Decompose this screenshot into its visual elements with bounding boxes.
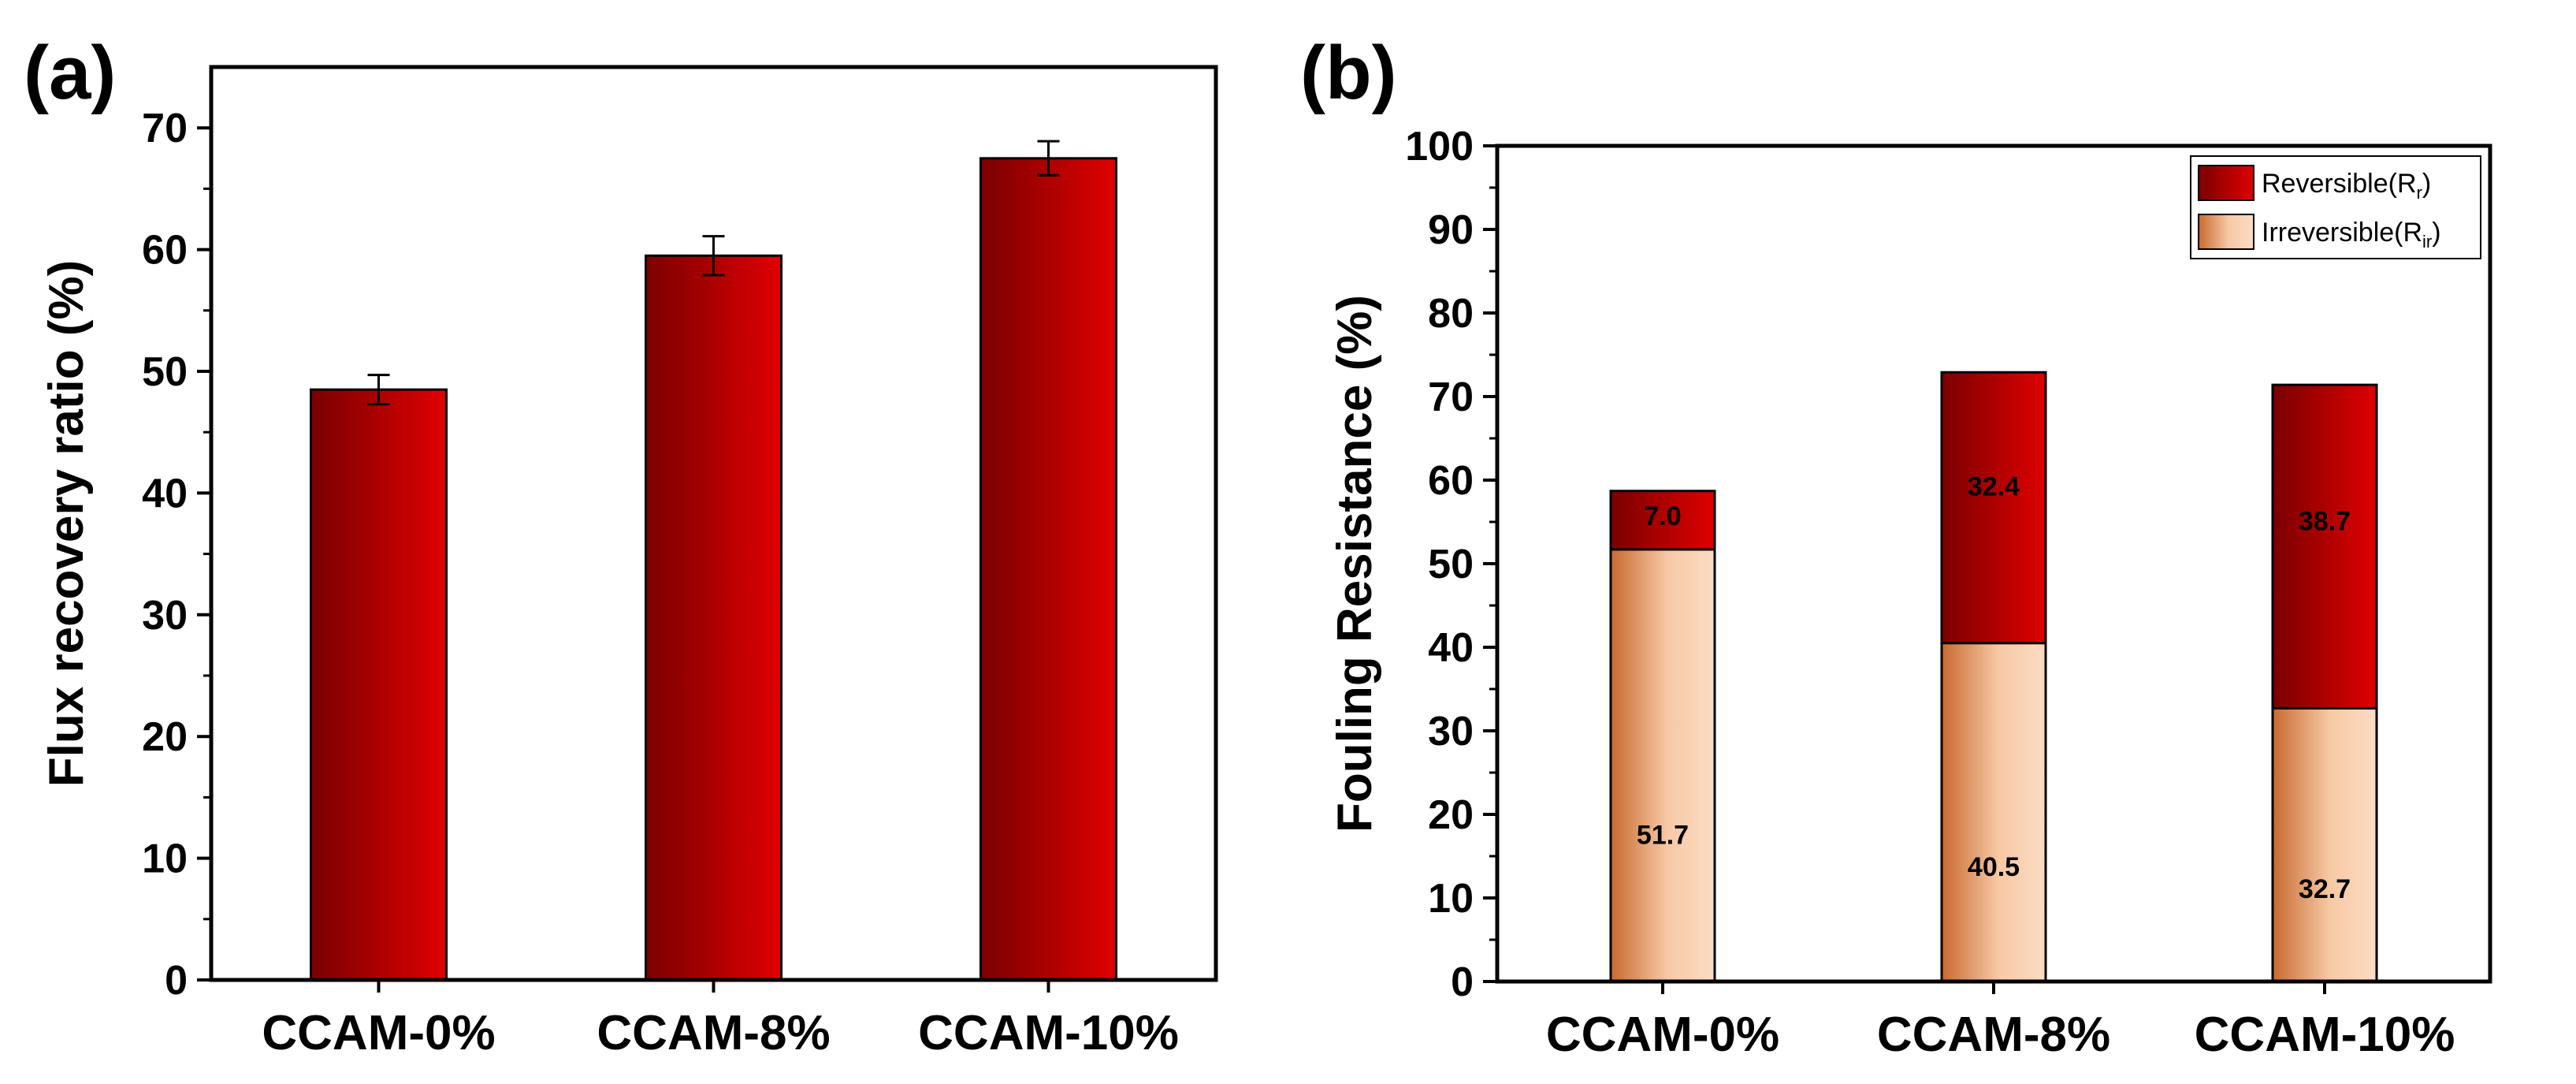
y-tick-label: 20 — [1428, 792, 1474, 838]
y-tick-label: 70 — [142, 106, 188, 151]
panel-label-b: (b) — [1300, 31, 1397, 115]
y-tick-label: 10 — [142, 836, 188, 882]
bar-reversible-CCAM-10% — [2271, 383, 2378, 710]
y-tick-label: 20 — [142, 714, 188, 760]
panel-label-a: (a) — [24, 31, 116, 115]
y-tick-label: 30 — [1428, 709, 1474, 754]
data-label: 32.7 — [2299, 874, 2351, 904]
x-tick-label: CCAM-10% — [2195, 1008, 2455, 1062]
bar-reversible-CCAM-8% — [1940, 371, 2047, 645]
chart-a: (a) CCAM-0% CCAM-8% CCAM-10% 0 10 20 30 40 50 60 7… — [24, 31, 1218, 1060]
bar-CCAM-10% — [979, 157, 1117, 982]
error-bar-CCAM-8% — [702, 235, 725, 277]
chart-b: (b) 51.7 7.0 40.5 32.4 32.7 38.7 CCAM-0% CCAM-… — [1300, 31, 2492, 1062]
y-tick-label: 10 — [1428, 876, 1474, 922]
x-tick-label: CCAM-0% — [262, 1006, 495, 1060]
y-tick-label: 50 — [1428, 542, 1474, 587]
y-tick-label: 40 — [1428, 625, 1474, 671]
x-tick-label: CCAM-10% — [918, 1006, 1179, 1060]
data-label: 38.7 — [2299, 506, 2351, 536]
y-tick-label: 100 — [1405, 124, 1474, 169]
bar-reversible-CCAM-0% — [1609, 490, 1716, 551]
y-tick-label: 80 — [1428, 291, 1474, 337]
bar-irreversible-CCAM-8% — [1940, 642, 2047, 983]
data-label: 40.5 — [1968, 852, 2020, 882]
y-tick-label: 90 — [1428, 207, 1474, 253]
bar-CCAM-8% — [645, 254, 782, 982]
legend-swatch-reversible — [2198, 165, 2254, 201]
error-bar-CCAM-10% — [1037, 140, 1060, 177]
legend-entry-reversible: Reversible(Rr) — [2262, 169, 2431, 203]
y-tick-label: 60 — [142, 228, 188, 274]
data-label: 32.4 — [1968, 472, 2020, 502]
y-axis-title-a: Flux recovery ratio (%) — [39, 260, 94, 787]
x-tick-label: CCAM-0% — [1546, 1008, 1779, 1062]
legend: Reversible(Rr) Irreversible(Rir) — [2190, 155, 2481, 259]
data-label: 51.7 — [1637, 821, 1689, 851]
y-tick-label: 40 — [142, 471, 188, 516]
bar-CCAM-0% — [310, 388, 448, 982]
data-label: 7.0 — [1644, 501, 1681, 531]
legend-entry-irreversible: Irreversible(Rir) — [2262, 218, 2441, 251]
legend-swatch-irreversible — [2198, 214, 2254, 250]
y-tick-label: 0 — [1451, 959, 1474, 1005]
y-axis-title-b: Fouling Resistance (%) — [1328, 295, 1382, 833]
y-tick-label: 60 — [1428, 458, 1474, 504]
bar-irreversible-CCAM-0% — [1609, 548, 1716, 983]
bar-irreversible-CCAM-10% — [2271, 706, 2378, 983]
y-tick-label: 50 — [142, 349, 188, 395]
y-tick-label: 30 — [142, 593, 188, 639]
error-bar-CCAM-0% — [367, 374, 390, 406]
y-tick-label: 0 — [165, 958, 188, 1004]
y-tick-label: 70 — [1428, 374, 1474, 420]
x-tick-label: CCAM-8% — [597, 1006, 830, 1060]
x-tick-label: CCAM-8% — [1877, 1008, 2110, 1062]
